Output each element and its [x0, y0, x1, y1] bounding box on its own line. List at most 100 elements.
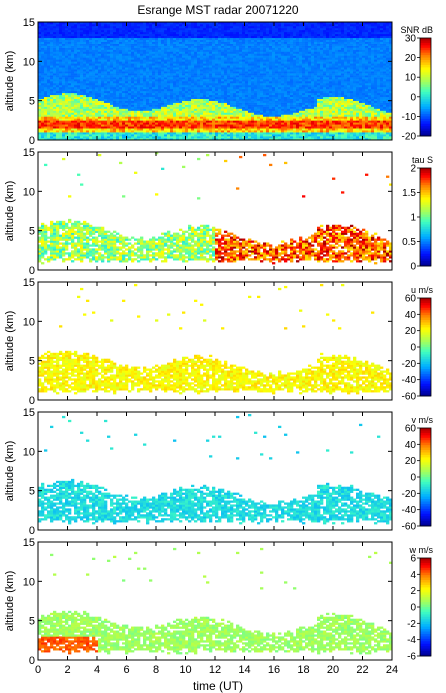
heatmap-cell [281, 53, 285, 56]
heatmap-cell [65, 104, 69, 107]
heatmap-cell [104, 71, 108, 74]
heatmap-cell [98, 90, 102, 94]
heatmap-cell [164, 90, 168, 94]
heatmap-cell [155, 130, 159, 133]
heatmap-cell [200, 92, 204, 96]
heatmap-cell [50, 51, 54, 54]
heatmap-cell [227, 37, 231, 40]
heatmap-cell [119, 45, 123, 48]
heatmap-cell [71, 31, 75, 35]
heatmap-cell [128, 37, 132, 40]
heatmap-cell [272, 126, 276, 129]
heatmap-cell [170, 138, 174, 141]
heatmap-cell [212, 73, 216, 76]
heatmap-cell [242, 51, 246, 54]
heatmap-cell [59, 84, 63, 88]
heatmap-cell [131, 114, 135, 117]
heatmap-cell [236, 130, 240, 133]
heatmap-cell [185, 55, 189, 58]
heatmap-cell [206, 22, 210, 25]
heatmap-cell [89, 43, 93, 46]
heatmap-cell [215, 94, 219, 98]
heatmap-cell [80, 116, 84, 119]
heatmap-cell [131, 59, 135, 62]
heatmap-cell [119, 122, 123, 125]
heatmap-cell [248, 41, 252, 44]
heatmap-cell [140, 100, 144, 103]
heatmap-cell [242, 106, 246, 109]
heatmap-cell [179, 77, 183, 80]
heatmap-cell [239, 25, 243, 29]
heatmap-cell [173, 82, 177, 86]
heatmap-cell [206, 120, 210, 123]
heatmap-cell [161, 69, 165, 72]
heatmap-cell [122, 25, 126, 29]
heatmap-cell [272, 29, 276, 33]
heatmap-cell [92, 116, 96, 119]
heatmap-cell [167, 84, 171, 88]
heatmap-cell [164, 75, 168, 78]
heatmap-cell [146, 90, 150, 94]
heatmap-cell [269, 45, 273, 48]
heatmap-cell [83, 43, 87, 46]
heatmap-cell [155, 29, 159, 33]
heatmap-cell [104, 128, 108, 131]
heatmap-cell [179, 57, 183, 60]
heatmap-cell [272, 110, 276, 113]
heatmap-cell [131, 22, 135, 25]
heatmap-cell [197, 108, 201, 111]
heatmap-cell [194, 67, 198, 70]
heatmap-cell [239, 53, 243, 56]
heatmap-cell [248, 98, 252, 101]
heatmap-cell [236, 134, 240, 137]
heatmap-cell [149, 138, 153, 141]
heatmap-cell [92, 22, 96, 25]
heatmap-cell [71, 100, 75, 103]
heatmap-cell [149, 71, 153, 74]
heatmap-cell [77, 27, 81, 31]
heatmap-cell [242, 118, 246, 121]
heatmap-cell [152, 35, 156, 39]
heatmap-cell [224, 114, 228, 117]
heatmap-cell [245, 126, 249, 129]
heatmap-cell [137, 25, 141, 29]
heatmap-cell [233, 61, 237, 64]
heatmap-cell [260, 71, 264, 74]
heatmap-cell [50, 104, 54, 107]
heatmap-cell [86, 114, 90, 117]
heatmap-cell [71, 132, 75, 135]
heatmap-cell [260, 92, 264, 96]
heatmap-cell [248, 94, 252, 98]
heatmap-cell [191, 136, 195, 139]
heatmap-cell [239, 100, 243, 103]
heatmap-cell [38, 116, 42, 119]
heatmap-cell [44, 39, 48, 42]
heatmap-cell [128, 81, 132, 84]
heatmap-cell [206, 71, 210, 74]
heatmap-cell [143, 39, 147, 42]
heatmap-cell [275, 82, 279, 86]
heatmap-cell [62, 106, 66, 109]
heatmap-cell [257, 110, 261, 113]
heatmap-cell [83, 92, 87, 96]
heatmap-cell [191, 65, 195, 68]
heatmap-cell [44, 98, 48, 101]
heatmap-cell [86, 61, 90, 64]
heatmap-cell [212, 31, 216, 35]
heatmap-cell [263, 100, 267, 103]
heatmap-cell [65, 77, 69, 80]
heatmap-cell [191, 102, 195, 105]
heatmap-cell [98, 79, 102, 82]
heatmap-cell [179, 67, 183, 70]
heatmap-cell [188, 45, 192, 48]
heatmap-cell [131, 63, 135, 66]
heatmap-cell [257, 122, 261, 125]
heatmap-cell [272, 134, 276, 137]
heatmap-cell [155, 118, 159, 121]
heatmap-cell [182, 92, 186, 96]
heatmap-cell [116, 124, 120, 127]
heatmap-cell [248, 29, 252, 33]
heatmap-cell [95, 122, 99, 125]
heatmap-cell [71, 116, 75, 119]
heatmap-cell [170, 86, 174, 90]
